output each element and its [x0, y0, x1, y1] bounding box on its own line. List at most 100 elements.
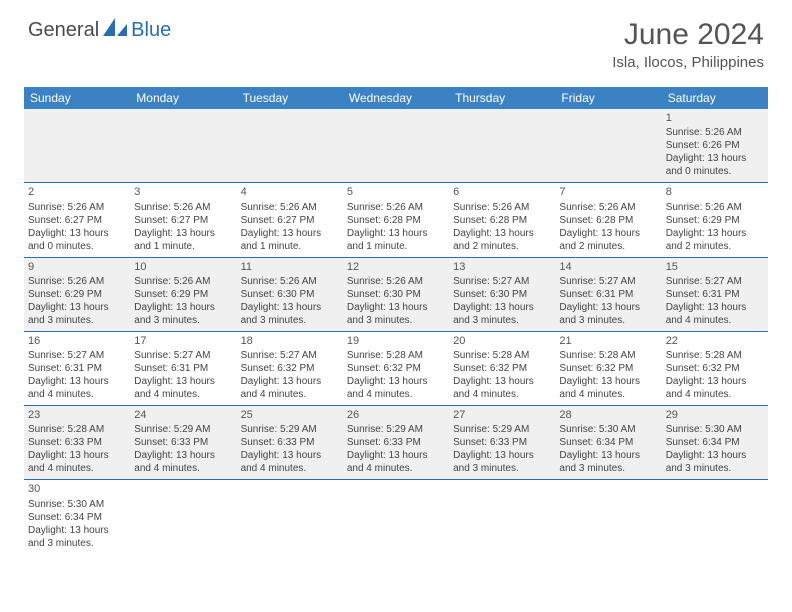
- sunrise-line: Sunrise: 5:28 AM: [666, 349, 764, 362]
- calendar-day-cell: [130, 109, 236, 183]
- sunrise-line: Sunrise: 5:26 AM: [347, 201, 445, 214]
- day-number: 9: [28, 260, 126, 274]
- logo: General Blue: [28, 18, 171, 43]
- calendar-day-cell: 27Sunrise: 5:29 AMSunset: 6:33 PMDayligh…: [449, 406, 555, 480]
- calendar-day-cell: 23Sunrise: 5:28 AMSunset: 6:33 PMDayligh…: [24, 406, 130, 480]
- sunrise-line: Sunrise: 5:26 AM: [666, 126, 764, 139]
- calendar-day-cell: 17Sunrise: 5:27 AMSunset: 6:31 PMDayligh…: [130, 331, 236, 405]
- sunset-line: Sunset: 6:27 PM: [241, 214, 339, 227]
- title-block: June 2024 Isla, Ilocos, Philippines: [612, 18, 764, 71]
- calendar-day-cell: [343, 480, 449, 554]
- calendar-day-cell: 7Sunrise: 5:26 AMSunset: 6:28 PMDaylight…: [555, 183, 661, 257]
- col-tuesday: Tuesday: [237, 87, 343, 109]
- sunrise-line: Sunrise: 5:26 AM: [134, 201, 232, 214]
- sunrise-line: Sunrise: 5:26 AM: [28, 275, 126, 288]
- day-number: 22: [666, 334, 764, 348]
- sunrise-line: Sunrise: 5:27 AM: [559, 275, 657, 288]
- sunset-line: Sunset: 6:33 PM: [28, 436, 126, 449]
- calendar-day-cell: 6Sunrise: 5:26 AMSunset: 6:28 PMDaylight…: [449, 183, 555, 257]
- sunrise-line: Sunrise: 5:30 AM: [28, 498, 126, 511]
- daylight-line: Daylight: 13 hours and 3 minutes.: [28, 301, 126, 327]
- calendar-day-cell: 19Sunrise: 5:28 AMSunset: 6:32 PMDayligh…: [343, 331, 449, 405]
- day-number: 10: [134, 260, 232, 274]
- sunrise-line: Sunrise: 5:26 AM: [347, 275, 445, 288]
- daylight-line: Daylight: 13 hours and 3 minutes.: [666, 449, 764, 475]
- daylight-line: Daylight: 13 hours and 4 minutes.: [666, 301, 764, 327]
- calendar-day-cell: 24Sunrise: 5:29 AMSunset: 6:33 PMDayligh…: [130, 406, 236, 480]
- calendar-week-row: 30 Sunrise: 5:30 AMSunset: 6:34 PMDayligh…: [24, 480, 768, 554]
- daylight-line: Daylight: 13 hours and 2 minutes.: [559, 227, 657, 253]
- calendar-day-cell: 18Sunrise: 5:27 AMSunset: 6:32 PMDayligh…: [237, 331, 343, 405]
- sunrise-line: Sunrise: 5:27 AM: [134, 349, 232, 362]
- location: Isla, Ilocos, Philippines: [612, 54, 764, 71]
- sunset-line: Sunset: 6:29 PM: [28, 288, 126, 301]
- calendar-day-cell: 13Sunrise: 5:27 AMSunset: 6:30 PMDayligh…: [449, 257, 555, 331]
- sunrise-line: Sunrise: 5:30 AM: [559, 423, 657, 436]
- calendar-day-cell: 10Sunrise: 5:26 AMSunset: 6:29 PMDayligh…: [130, 257, 236, 331]
- sunset-line: Sunset: 6:31 PM: [28, 362, 126, 375]
- sunset-line: Sunset: 6:32 PM: [347, 362, 445, 375]
- sunset-line: Sunset: 6:32 PM: [666, 362, 764, 375]
- sunrise-line: Sunrise: 5:28 AM: [347, 349, 445, 362]
- day-number: 27: [453, 408, 551, 422]
- sunset-line: Sunset: 6:32 PM: [453, 362, 551, 375]
- calendar-day-cell: 8Sunrise: 5:26 AMSunset: 6:29 PMDaylight…: [662, 183, 768, 257]
- calendar-day-cell: [237, 109, 343, 183]
- sunset-line: Sunset: 6:33 PM: [134, 436, 232, 449]
- sunrise-line: Sunrise: 5:26 AM: [666, 201, 764, 214]
- logo-sail-icon: [103, 18, 129, 43]
- day-number: 30: [28, 482, 126, 496]
- sunset-line: Sunset: 6:27 PM: [28, 214, 126, 227]
- sunrise-line: Sunrise: 5:28 AM: [559, 349, 657, 362]
- daylight-line: Daylight: 13 hours and 4 minutes.: [134, 449, 232, 475]
- day-number: 3: [134, 185, 232, 199]
- sunrise-line: Sunrise: 5:26 AM: [559, 201, 657, 214]
- daylight-line: Daylight: 13 hours and 3 minutes.: [134, 301, 232, 327]
- daylight-line: Daylight: 13 hours and 1 minute.: [241, 227, 339, 253]
- daylight-line: Daylight: 13 hours and 4 minutes.: [453, 375, 551, 401]
- day-number: 16: [28, 334, 126, 348]
- calendar-week-row: 23Sunrise: 5:28 AMSunset: 6:33 PMDayligh…: [24, 406, 768, 480]
- sunset-line: Sunset: 6:34 PM: [559, 436, 657, 449]
- day-number: 12: [347, 260, 445, 274]
- daylight-line: Daylight: 13 hours and 3 minutes.: [559, 449, 657, 475]
- calendar-day-cell: 26Sunrise: 5:29 AMSunset: 6:33 PMDayligh…: [343, 406, 449, 480]
- day-number: 18: [241, 334, 339, 348]
- calendar-day-cell: [449, 109, 555, 183]
- calendar-day-cell: 20Sunrise: 5:28 AMSunset: 6:32 PMDayligh…: [449, 331, 555, 405]
- daylight-line: Daylight: 13 hours and 4 minutes.: [28, 449, 126, 475]
- sunset-line: Sunset: 6:34 PM: [28, 511, 126, 524]
- sunrise-line: Sunrise: 5:26 AM: [134, 275, 232, 288]
- sunset-line: Sunset: 6:33 PM: [453, 436, 551, 449]
- calendar-day-cell: 1Sunrise: 5:26 AMSunset: 6:26 PMDaylight…: [662, 109, 768, 183]
- daylight-line: Daylight: 13 hours and 3 minutes.: [559, 301, 657, 327]
- calendar-day-cell: 11Sunrise: 5:26 AMSunset: 6:30 PMDayligh…: [237, 257, 343, 331]
- col-monday: Monday: [130, 87, 236, 109]
- sunset-line: Sunset: 6:33 PM: [241, 436, 339, 449]
- col-saturday: Saturday: [662, 87, 768, 109]
- calendar-day-cell: 14Sunrise: 5:27 AMSunset: 6:31 PMDayligh…: [555, 257, 661, 331]
- daylight-line: Daylight: 13 hours and 4 minutes.: [347, 375, 445, 401]
- calendar-day-cell: 15Sunrise: 5:27 AMSunset: 6:31 PMDayligh…: [662, 257, 768, 331]
- calendar-day-cell: [343, 109, 449, 183]
- col-friday: Friday: [555, 87, 661, 109]
- calendar-day-cell: [449, 480, 555, 554]
- calendar-day-cell: 4Sunrise: 5:26 AMSunset: 6:27 PMDaylight…: [237, 183, 343, 257]
- sunrise-line: Sunrise: 5:26 AM: [241, 275, 339, 288]
- header: General Blue June 2024 Isla, Ilocos, Phi…: [0, 0, 792, 77]
- sunrise-line: Sunrise: 5:29 AM: [347, 423, 445, 436]
- sunset-line: Sunset: 6:29 PM: [134, 288, 232, 301]
- sunrise-line: Sunrise: 5:28 AM: [28, 423, 126, 436]
- sunrise-line: Sunrise: 5:26 AM: [28, 201, 126, 214]
- sunrise-line: Sunrise: 5:27 AM: [28, 349, 126, 362]
- daylight-line: Daylight: 13 hours and 4 minutes.: [241, 449, 339, 475]
- sunrise-line: Sunrise: 5:27 AM: [453, 275, 551, 288]
- daylight-line: Daylight: 13 hours and 3 minutes.: [28, 524, 126, 550]
- calendar-table: Sunday Monday Tuesday Wednesday Thursday…: [24, 87, 768, 554]
- calendar-week-row: 16Sunrise: 5:27 AMSunset: 6:31 PMDayligh…: [24, 331, 768, 405]
- day-number: 14: [559, 260, 657, 274]
- daylight-line: Daylight: 13 hours and 1 minute.: [134, 227, 232, 253]
- day-number: 23: [28, 408, 126, 422]
- calendar-day-cell: 2Sunrise: 5:26 AMSunset: 6:27 PMDaylight…: [24, 183, 130, 257]
- daylight-line: Daylight: 13 hours and 0 minutes.: [28, 227, 126, 253]
